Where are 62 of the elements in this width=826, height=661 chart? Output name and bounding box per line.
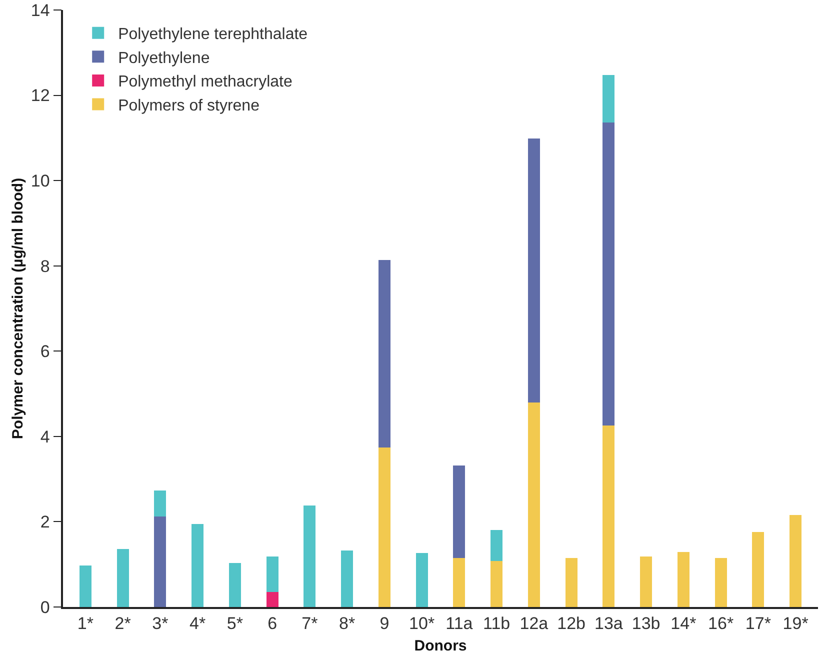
y-tick-label: 14	[30, 0, 50, 20]
bar	[378, 448, 390, 607]
bar	[266, 556, 278, 592]
x-tick-label: 4*	[190, 614, 206, 634]
legend-label: Polyethylene	[118, 50, 210, 67]
x-tick-label: 8*	[339, 614, 356, 634]
legend-label: Polyethylene terephthalate	[118, 26, 308, 44]
x-tick-label: 13b	[632, 614, 660, 634]
bar	[714, 558, 727, 607]
bar	[602, 425, 615, 607]
x-tick-label: 19*	[782, 614, 809, 634]
bar	[565, 558, 578, 607]
bar	[116, 549, 129, 607]
y-tick-label: 2	[40, 512, 50, 532]
bar	[490, 530, 503, 561]
bar	[79, 566, 92, 607]
bar	[640, 556, 652, 607]
x-tick-label: 13a	[594, 614, 624, 634]
bar	[453, 558, 466, 607]
x-tick-label: 1*	[77, 614, 94, 634]
bar	[192, 524, 204, 607]
x-tick-label: 10*	[409, 614, 435, 634]
y-tick-label: 10	[30, 172, 50, 191]
x-tick-label: 12b	[557, 614, 586, 634]
bar	[528, 402, 540, 607]
x-tick-label: 6	[268, 614, 278, 634]
x-tick-label: 14*	[670, 614, 697, 634]
x-tick-label: 11b	[483, 614, 510, 634]
bar	[490, 560, 503, 607]
bar	[602, 75, 615, 123]
x-tick-label: 12a	[520, 614, 549, 634]
y-tick-label: 0	[40, 598, 50, 617]
bar	[304, 506, 316, 607]
x-tick-label: 5*	[226, 614, 244, 634]
y-tick-label: 4	[40, 427, 50, 446]
x-tick-label: 7*	[302, 614, 318, 634]
legend-label: Polymers of styrene	[118, 98, 260, 115]
bar	[453, 465, 466, 558]
legend-label: Polymethyl methacrylate	[118, 74, 292, 91]
bar	[341, 550, 354, 607]
x-tick-label: 3*	[152, 614, 169, 634]
bar	[154, 490, 166, 517]
y-tick-label: 6	[40, 342, 50, 362]
bar	[752, 532, 764, 607]
y-tick-label: 12	[30, 86, 50, 106]
y-tick-label: 8	[40, 256, 50, 276]
bar	[416, 552, 428, 607]
x-tick-label: 17*	[745, 614, 772, 634]
x-tick-label: 9	[380, 614, 390, 634]
bar	[228, 563, 241, 607]
x-tick-label: 11a	[446, 614, 474, 634]
bar	[266, 592, 278, 607]
bar	[790, 514, 802, 607]
bar	[528, 138, 540, 402]
y-axis-title: Polymer concentration (µg/ml blood)	[10, 178, 26, 440]
x-tick-label: 2*	[114, 614, 132, 634]
bar	[154, 516, 166, 607]
x-tick-label: 16*	[708, 614, 734, 634]
x-axis-title: Donors	[414, 638, 467, 655]
bar	[378, 260, 390, 448]
bar	[602, 122, 615, 426]
bar	[677, 552, 690, 607]
